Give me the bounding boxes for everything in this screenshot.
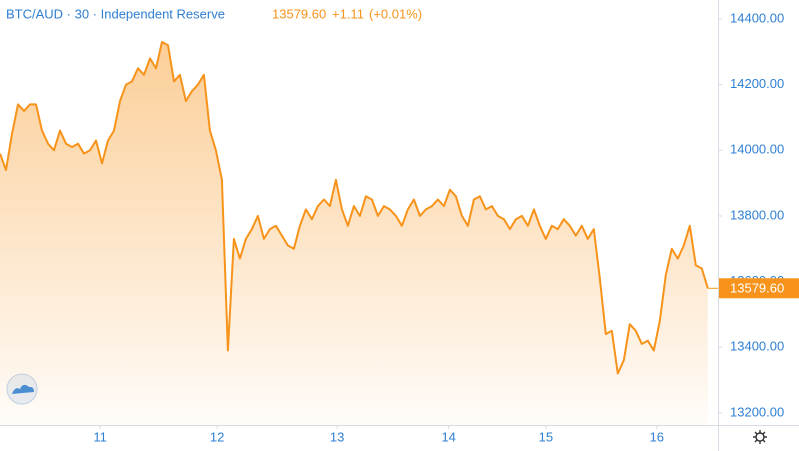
chart-title: BTC/AUD · 30 · Independent Reserve [6, 6, 225, 21]
x-tick-label: 15 [539, 429, 553, 444]
settings-icon[interactable] [753, 430, 767, 444]
x-tick-label: 14 [441, 429, 455, 444]
change: +1.11 [332, 6, 364, 21]
price-line [0, 41, 709, 375]
x-tick-label: 12 [210, 429, 224, 444]
y-tick-label: 13200.00 [730, 404, 784, 419]
y-tick-label: 13400.00 [730, 339, 784, 354]
area-fill [0, 42, 708, 425]
last-price-box [719, 278, 799, 299]
y-tick-label: 14400.00 [730, 10, 784, 25]
x-tick-label: 16 [650, 429, 664, 444]
last-price-label: 13579.60 [730, 281, 784, 296]
y-tick-label: 14200.00 [730, 76, 784, 91]
last-price: 13579.60 [272, 6, 326, 21]
x-tick-label: 13 [330, 429, 344, 444]
y-tick-label: 13800.00 [730, 207, 784, 222]
x-tick-label: 11 [93, 429, 107, 444]
y-tick-label: 14000.00 [730, 142, 784, 157]
change-percent: (+0.01%) [369, 6, 422, 21]
